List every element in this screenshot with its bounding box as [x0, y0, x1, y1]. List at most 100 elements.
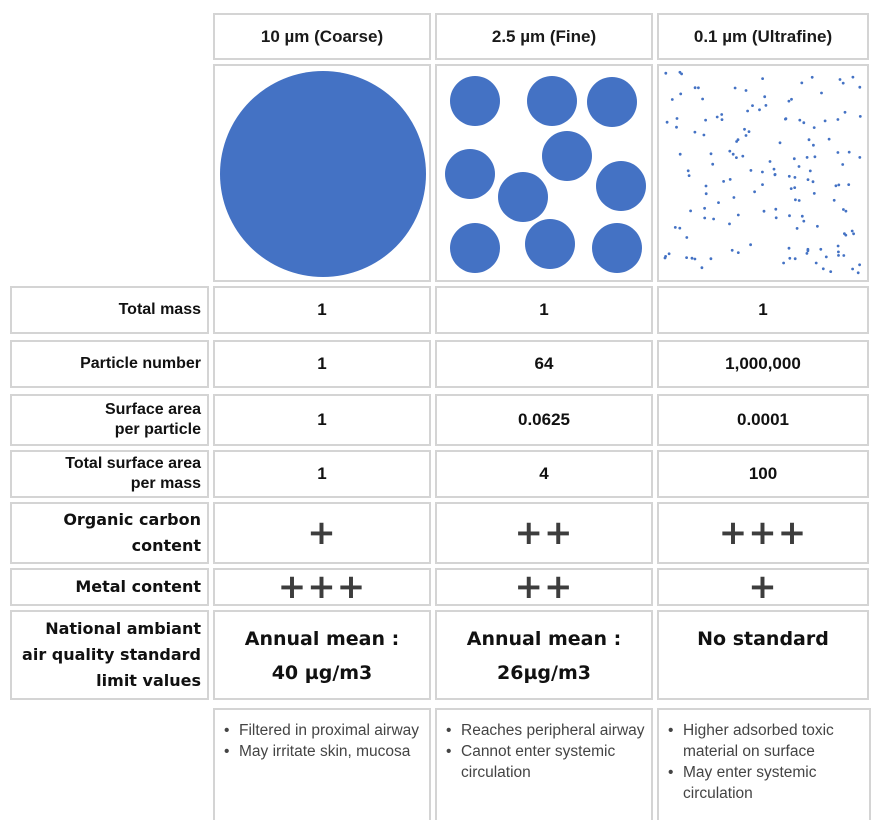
ultrafine-particle: [735, 156, 738, 159]
ultrafine-particle: [812, 192, 816, 195]
column-header-ultrafine: 0.1 µm (Ultrafine): [657, 13, 869, 60]
ultrafine-particle: [842, 208, 845, 211]
ultrafine-particle: [689, 209, 692, 213]
ultrafine-particle: [805, 156, 809, 159]
ultrafine-particle: [790, 97, 793, 101]
ultrafine-particle: [821, 267, 825, 271]
ultrafine-particle: [746, 109, 749, 113]
ultrafine-particle: [667, 252, 671, 256]
ultrafine-particle: [749, 169, 753, 172]
notes-list-coarse: Filtered in proximal airway May irritate…: [215, 710, 429, 762]
ultrafine-particle: [858, 85, 862, 89]
ultrafine-particle: [837, 183, 841, 187]
ultrafine-particle: [782, 261, 785, 265]
cell-total-surface-area-coarse: 1: [213, 450, 431, 498]
ultrafine-particle: [802, 219, 806, 223]
ultrafine-particle: [728, 222, 731, 226]
ultrafine-particle: [741, 154, 745, 158]
cell-organic-carbon-fine: ++: [435, 502, 653, 564]
cell-particle-number-coarse: 1: [213, 340, 431, 388]
ultrafine-particle: [735, 140, 738, 143]
ultrafine-particle: [813, 155, 817, 159]
ultrafine-particle: [709, 257, 713, 261]
ultrafine-particle: [731, 152, 735, 156]
ultrafine-particle: [728, 149, 732, 153]
ultrafine-particle: [811, 180, 815, 184]
ultrafine-particle: [680, 72, 683, 76]
cell-particle-number-fine: 64: [435, 340, 653, 388]
ultrafine-particle: [812, 126, 816, 129]
ultrafine-particle: [712, 217, 715, 221]
list-item: Filtered in proximal airway: [224, 720, 425, 741]
ultrafine-particle: [851, 75, 855, 79]
ultrafine-particle: [747, 130, 751, 133]
ultrafine-particle: [793, 186, 797, 189]
fine-particle: [596, 161, 646, 211]
ultrafine-particle: [678, 226, 682, 230]
ultrafine-particle: [808, 169, 812, 173]
coarse-particle-svg: [220, 71, 426, 277]
ultrafine-particle: [858, 115, 862, 118]
fine-particle: [498, 172, 548, 222]
list-item: Cannot enter systemic circulation: [446, 741, 647, 783]
ultrafine-particle: [788, 214, 791, 218]
ultrafine-particle: [792, 157, 796, 161]
fine-particle: [542, 131, 592, 181]
ultrafine-particle: [687, 174, 691, 177]
ultrafine-particle: [797, 199, 801, 202]
ultrafine-particle: [841, 81, 845, 85]
ultrafine-particle: [787, 174, 791, 178]
ultrafine-particle: [858, 263, 861, 267]
list-item: May enter systemic circulation: [668, 762, 865, 804]
ultrafine-particle: [675, 117, 679, 120]
ultrafine-particle: [797, 165, 801, 168]
ultrafine-particle: [836, 151, 840, 154]
cell-air-quality-ultrafine: No standard: [657, 610, 869, 700]
ultrafine-particle: [795, 227, 799, 230]
ultrafine-particle: [819, 247, 823, 251]
ultrafine-particle: [722, 180, 725, 183]
cell-total-surface-area-ultrafine: 100: [657, 450, 869, 498]
ultrafine-particle: [730, 248, 734, 252]
cell-total-mass-ultrafine: 1: [657, 286, 869, 334]
ultrafine-particle: [665, 120, 669, 124]
column-header-fine: 2.5 µm (Fine): [435, 13, 653, 60]
ultrafine-particle: [844, 209, 848, 213]
row-label-particle-number: Particle number: [10, 340, 209, 388]
cell-surface-area-fine: 0.0625: [435, 394, 653, 446]
ultrafine-particle: [832, 198, 836, 202]
ultrafine-particle: [816, 224, 819, 228]
ultrafine-particle: [690, 256, 694, 260]
row-label-air-quality-standard: National ambiant air quality standard limi…: [10, 610, 209, 700]
notes-list-fine: Reaches peripheral airway Cannot enter s…: [437, 710, 651, 783]
ultrafine-particle: [800, 81, 804, 85]
ultrafine-particle: [789, 187, 793, 190]
fine-particle: [450, 223, 500, 273]
ultrafine-particle: [764, 104, 768, 107]
ultrafine-particle: [763, 95, 767, 99]
ultrafine-particle: [820, 91, 823, 95]
cell-metal-content-coarse: +++: [213, 568, 431, 606]
list-item: Higher adsorbed toxic material on surfac…: [668, 720, 865, 762]
coarse-particle-illustration: [213, 64, 431, 282]
fine-particles-svg: [445, 76, 646, 273]
ultrafine-particle: [736, 251, 740, 255]
ultrafine-particle: [773, 173, 777, 176]
ultrafine-particle: [793, 257, 797, 261]
ultrafine-particle: [802, 121, 806, 125]
ultrafine-particle: [836, 244, 840, 248]
ultrafine-particle: [851, 267, 854, 271]
ultrafine-particle: [761, 77, 764, 80]
ultrafine-particle: [720, 113, 724, 116]
cell-total-mass-coarse: 1: [213, 286, 431, 334]
ultrafine-particle: [834, 184, 838, 188]
ultrafine-particle: [827, 137, 831, 141]
cell-total-surface-area-fine: 4: [435, 450, 653, 498]
ultrafine-particle: [787, 99, 791, 103]
cell-organic-carbon-ultrafine: +++: [657, 502, 869, 564]
ultrafine-particle: [728, 178, 732, 181]
ultrafine-particle: [664, 71, 668, 75]
ultrafine-particle: [733, 86, 737, 90]
ultrafine-particles-illustration: [657, 64, 869, 282]
ultrafine-particle: [703, 206, 706, 210]
